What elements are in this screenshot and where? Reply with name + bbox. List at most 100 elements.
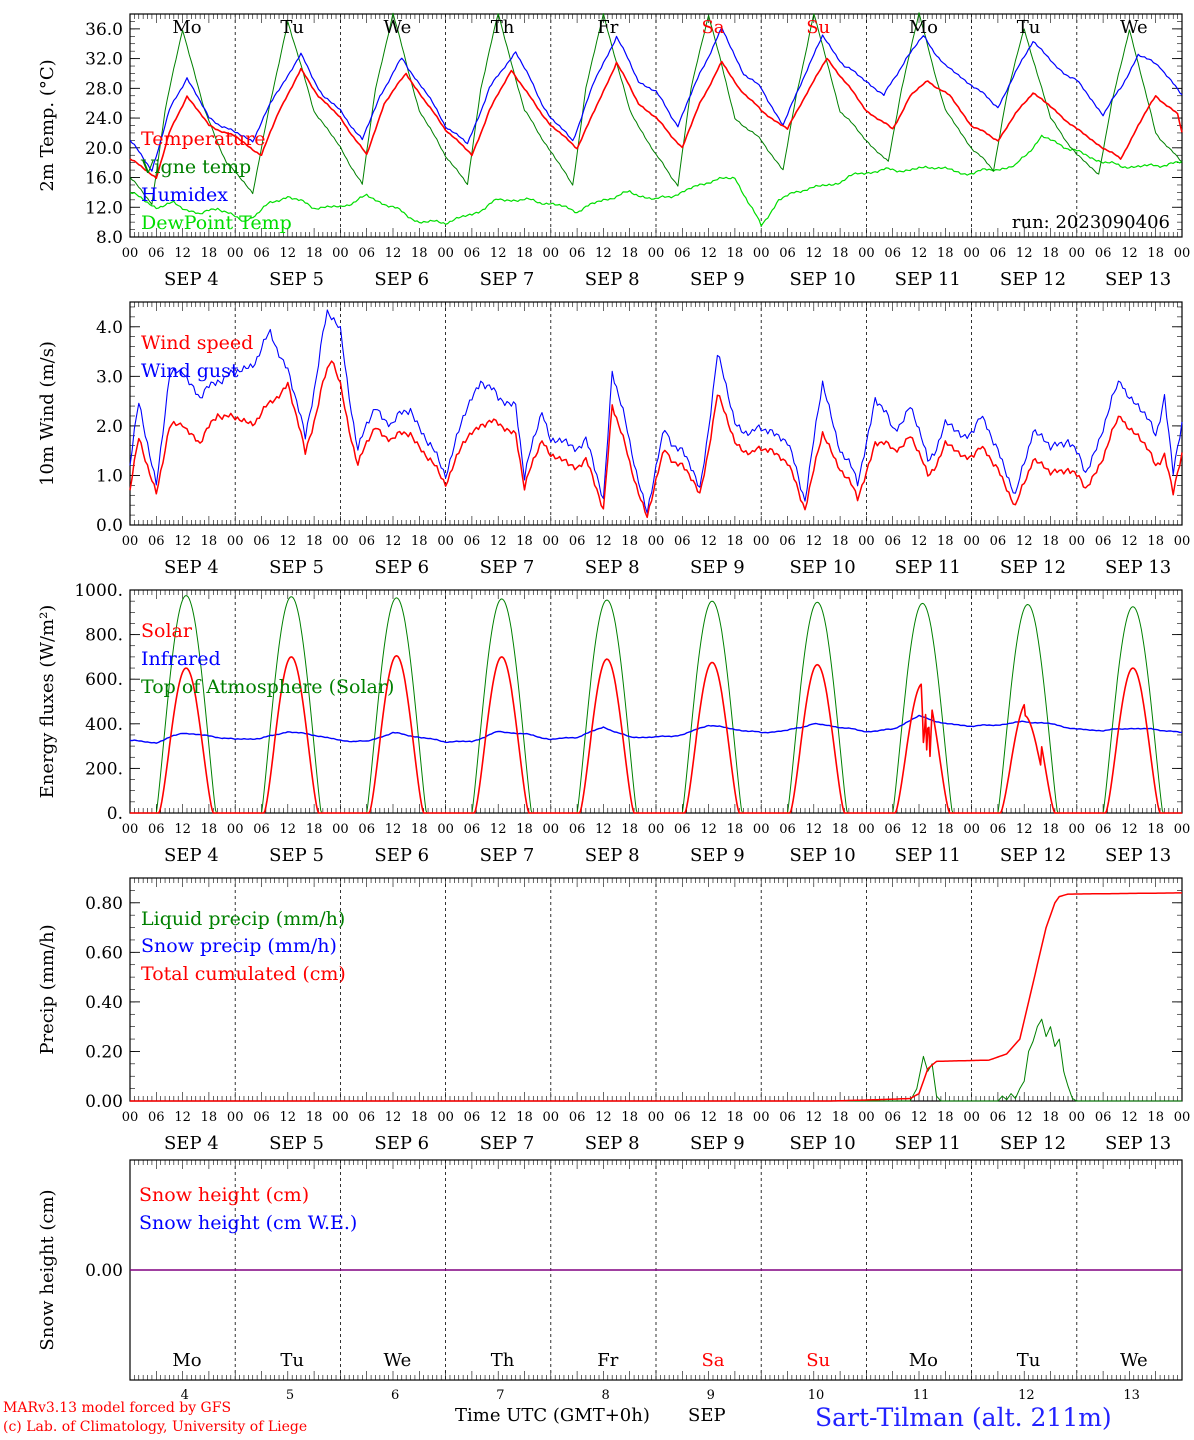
series-total-cumulated-line: [130, 892, 1182, 1102]
weekday-label-bottom: Th: [491, 1350, 515, 1371]
panel3-date-label: SEP 12: [1000, 845, 1066, 866]
x-axis-title: Time UTC (GMT+0h): [455, 1405, 650, 1426]
panel4-hour-label: 06: [884, 1110, 901, 1125]
panel3-date-label: SEP 8: [585, 845, 640, 866]
panel3-hour-label: 12: [385, 822, 402, 837]
panel4-date-label: SEP 9: [690, 1133, 745, 1154]
panel2-hour-label: 00: [648, 534, 665, 549]
panel3-hour-label: 00: [963, 822, 980, 837]
panel4-hour-label: 12: [700, 1110, 717, 1125]
panel3-date-label: SEP 4: [164, 845, 219, 866]
panel3-hour-label: 12: [911, 822, 928, 837]
panel3-hour-label: 06: [569, 822, 586, 837]
panel1-y-tick-label: 24.0: [85, 109, 123, 129]
panel3-hour-label: 18: [937, 822, 954, 837]
panel1-hour-label: 18: [201, 246, 218, 261]
panel2-hour-label: 06: [674, 534, 691, 549]
panel3-y-tick-label: 800.: [85, 626, 123, 646]
panel2-hour-label: 18: [832, 534, 849, 549]
panel2-hour-label: 06: [464, 534, 481, 549]
panel4-hour-label: 18: [937, 1110, 954, 1125]
panel2-hour-label: 12: [700, 534, 717, 549]
panel3-hour-label: 00: [858, 822, 875, 837]
panel4-hour-label: 12: [385, 1110, 402, 1125]
panel2-hour-label: 00: [963, 534, 980, 549]
panel3-hour-label: 00: [122, 822, 139, 837]
panel3-hour-label: 12: [280, 822, 297, 837]
panel3-hour-label: 06: [253, 822, 270, 837]
panel3-y-tick-label: 600.: [85, 670, 123, 690]
panel4-hour-label: 00: [543, 1110, 560, 1125]
panel2-hour-label: 12: [595, 534, 612, 549]
weekday-label-bottom: Sa: [701, 1350, 724, 1371]
series-solar-line: [130, 654, 1182, 814]
panel3-hour-label: 00: [437, 822, 454, 837]
panel2-hour-label: 18: [306, 534, 323, 549]
day-number-label: 8: [601, 1388, 609, 1403]
panel1-hour-label: 18: [1147, 246, 1164, 261]
panel1-hour-label: 06: [674, 246, 691, 261]
panel1-hour-label: 00: [858, 246, 875, 261]
panel1-hour-label: 06: [464, 246, 481, 261]
weekday-label-top: Tu: [1017, 17, 1041, 38]
panel3-hour-label: 12: [1121, 822, 1138, 837]
legend-snow-height-we: Snow height (cm W.E.): [139, 1212, 357, 1234]
panel4-hour-label: 18: [1042, 1110, 1059, 1125]
series-dewpoint-line: [129, 134, 1183, 227]
panel1-y-tick-label: 12.0: [85, 198, 123, 218]
weekday-label-top: Su: [806, 17, 830, 38]
panel2-hour-label: 00: [753, 534, 770, 549]
panel3-y-tick-label: 200.: [85, 759, 123, 779]
panel4-hour-label: 12: [595, 1110, 612, 1125]
panel2-hour-label: 06: [253, 534, 270, 549]
panel4-hour-label: 18: [832, 1110, 849, 1125]
panel4-y-axis-label: Precip (mm/h): [37, 924, 58, 1054]
panel4-hour-label: 00: [648, 1110, 665, 1125]
panel4-hour-label: 12: [1121, 1110, 1138, 1125]
day-number-label: 10: [808, 1388, 825, 1403]
panel1-hour-label: 06: [1095, 246, 1112, 261]
panel1-hour-label: 18: [306, 246, 323, 261]
panel2-hour-label: 06: [990, 534, 1007, 549]
panel4-hour-label: 00: [1174, 1110, 1191, 1125]
panel4-hour-label: 06: [1095, 1110, 1112, 1125]
legend-liquid-precip: Liquid precip (mm/h): [141, 908, 345, 930]
panel1-hour-label: 00: [122, 246, 139, 261]
panel5-y-axis-label: Snow height (cm): [37, 1189, 58, 1350]
panel4-hour-label: 06: [253, 1110, 270, 1125]
panel4-date-label: SEP 13: [1105, 1133, 1171, 1154]
panel3-hour-label: 00: [1174, 822, 1191, 837]
legend-wind-gust: Wind gust: [141, 360, 239, 382]
series-wind-speed-line: [129, 360, 1183, 519]
panel2-hour-label: 00: [1174, 534, 1191, 549]
panel1-date-label: SEP 7: [480, 269, 535, 290]
panel1-y-tick-label: 8.0: [96, 228, 123, 248]
weekday-label-top: Tu: [280, 17, 304, 38]
panel2-y-tick-label: 1.0: [96, 466, 123, 486]
panel4-hour-label: 00: [122, 1110, 139, 1125]
panel3-hour-label: 12: [806, 822, 823, 837]
day-number-label: 11: [913, 1388, 930, 1403]
panel1-date-label: SEP 4: [164, 269, 219, 290]
panel1-date-label: SEP 10: [789, 269, 855, 290]
day-number-label: 4: [181, 1388, 189, 1403]
panel3-y-tick-label: 400.: [85, 715, 123, 735]
panel2-y-axis-label: 10m Wind (m/s): [37, 341, 58, 486]
panel2-hour-label: 00: [437, 534, 454, 549]
panel3-hour-label: 12: [595, 822, 612, 837]
panel4-hour-label: 00: [963, 1110, 980, 1125]
panel3-date-label: SEP 9: [690, 845, 745, 866]
panel1-hour-label: 12: [806, 246, 823, 261]
panel1-date-label: SEP 13: [1105, 269, 1171, 290]
panel4-hour-label: 18: [201, 1110, 218, 1125]
legend-dewpoint: DewPoint Temp: [141, 212, 292, 234]
panel3-hour-label: 00: [1069, 822, 1086, 837]
day-number-label: 6: [391, 1388, 399, 1403]
weekday-label-top: Mo: [172, 17, 201, 38]
panel2-hour-label: 18: [937, 534, 954, 549]
series-temperature-line: [129, 57, 1183, 180]
panel2-hour-label: 00: [332, 534, 349, 549]
panel3-frame: [129, 589, 1183, 814]
panel4-hour-label: 06: [464, 1110, 481, 1125]
series-wind-gust-line: [129, 309, 1183, 514]
